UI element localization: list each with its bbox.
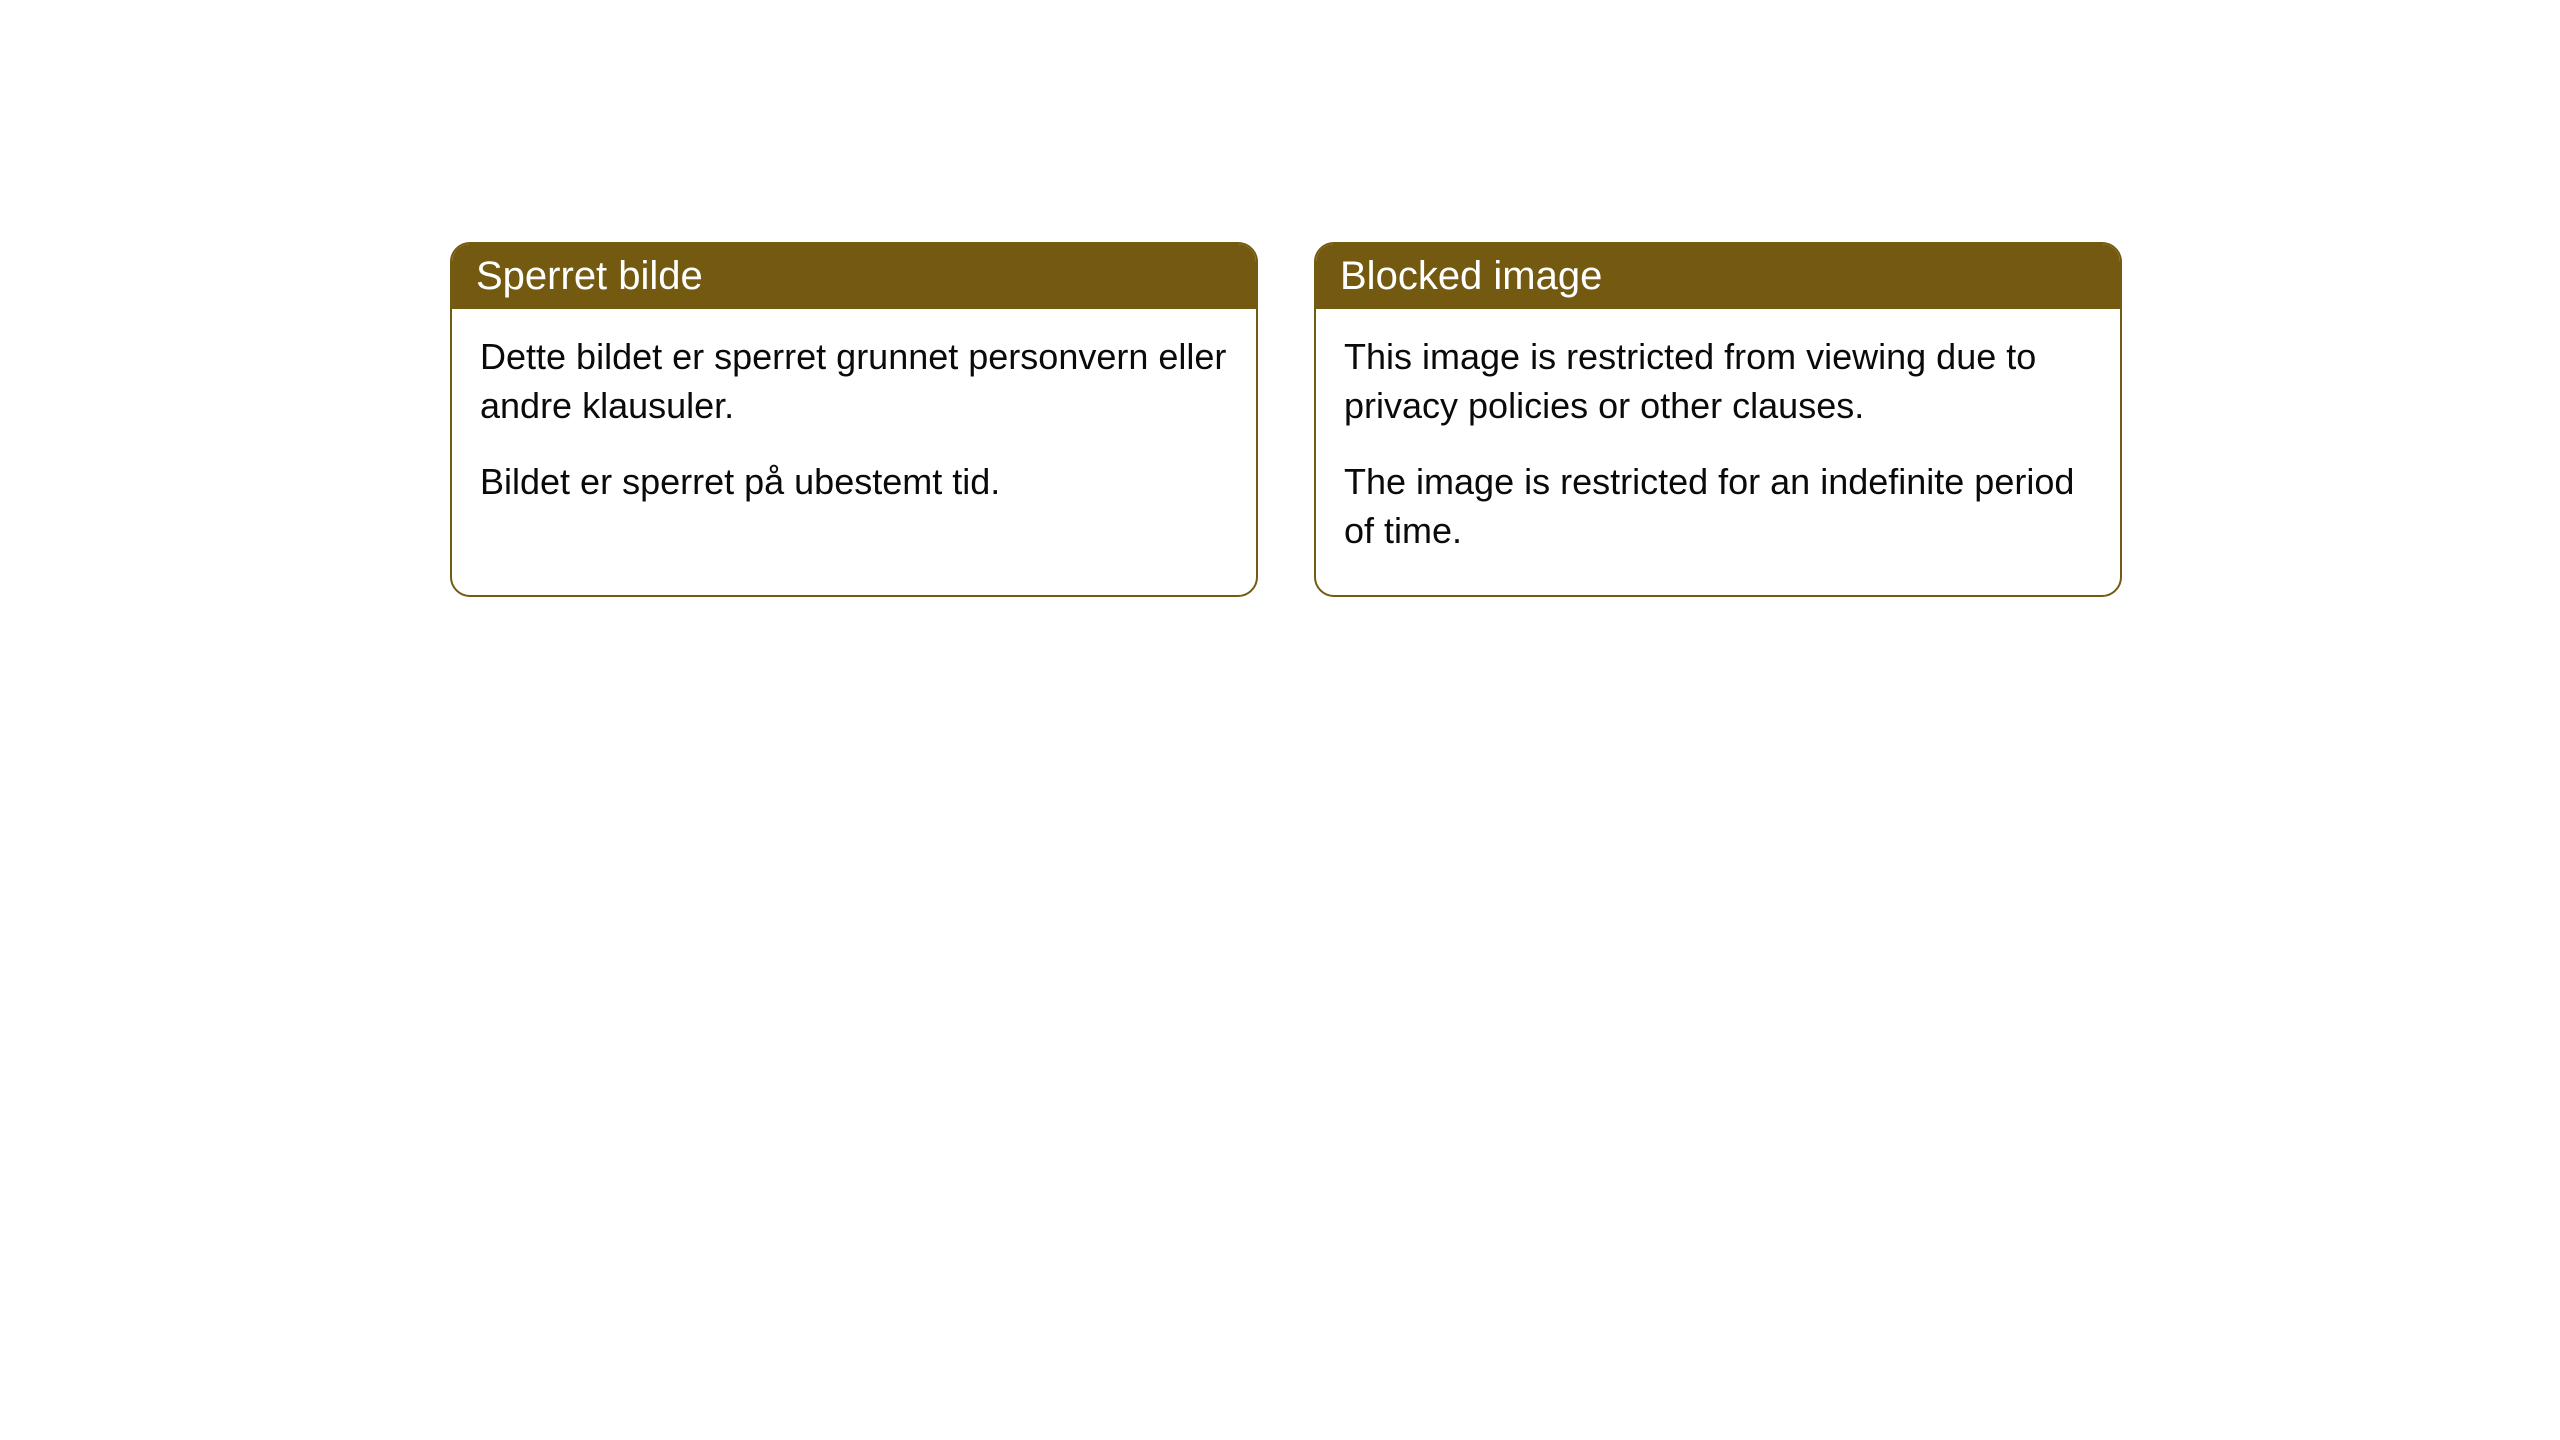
card-paragraph-1: Dette bildet er sperret grunnet personve…	[480, 333, 1228, 430]
card-paragraph-2: The image is restricted for an indefinit…	[1344, 458, 2092, 555]
card-header: Sperret bilde	[452, 244, 1256, 309]
card-title: Sperret bilde	[476, 254, 703, 298]
blocked-image-card-english: Blocked image This image is restricted f…	[1314, 242, 2122, 597]
card-title: Blocked image	[1340, 254, 1602, 298]
blocked-image-card-norwegian: Sperret bilde Dette bildet er sperret gr…	[450, 242, 1258, 597]
card-paragraph-2: Bildet er sperret på ubestemt tid.	[480, 458, 1228, 507]
card-header: Blocked image	[1316, 244, 2120, 309]
card-body: Dette bildet er sperret grunnet personve…	[452, 309, 1256, 547]
cards-container: Sperret bilde Dette bildet er sperret gr…	[450, 242, 2122, 597]
card-body: This image is restricted from viewing du…	[1316, 309, 2120, 595]
card-paragraph-1: This image is restricted from viewing du…	[1344, 333, 2092, 430]
